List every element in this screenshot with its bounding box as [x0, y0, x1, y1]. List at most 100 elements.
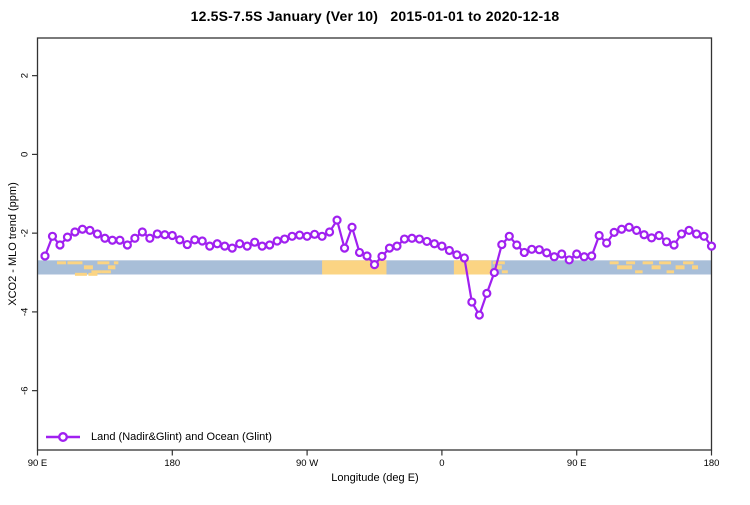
data-point [160, 230, 170, 240]
data-point [100, 233, 110, 243]
x-tick-label: 90 W [296, 458, 318, 469]
data-point [145, 233, 155, 243]
land-speckle [67, 261, 83, 265]
data-point [152, 229, 162, 239]
land-speckle [609, 261, 619, 265]
data-point [624, 222, 634, 232]
data-point [564, 255, 574, 265]
data-point [205, 241, 215, 251]
data-point [40, 251, 50, 261]
data-point [392, 241, 402, 251]
data-point [669, 240, 679, 250]
data-point [684, 225, 694, 235]
x-tick-label: 90 E [567, 458, 587, 469]
land-speckle [74, 272, 87, 276]
data-point [572, 249, 582, 259]
x-tick-label: 180 [164, 458, 180, 469]
y-tick-label: -2 [20, 229, 31, 237]
data-point [459, 253, 469, 263]
data-point [92, 229, 103, 239]
land-speckle [635, 270, 643, 274]
land-speckle [97, 261, 110, 265]
land-speckle [675, 265, 685, 270]
x-axis-label: Longitude (deg E) [331, 472, 419, 484]
data-points [40, 215, 717, 320]
data-point [137, 227, 147, 237]
data-point [661, 237, 672, 247]
data-point [175, 235, 185, 245]
data-point [557, 249, 567, 259]
data-point [369, 260, 380, 270]
land-speckle [88, 272, 98, 276]
y-tick-label: 0 [20, 152, 31, 157]
legend: Land (Nadir&Glint) and Ocean (Glint) [44, 428, 272, 446]
data-point [339, 243, 350, 253]
data-point [384, 243, 395, 253]
data-point [444, 245, 454, 256]
data-point [235, 239, 245, 249]
data-point [47, 231, 58, 241]
y-tick-label: 2 [20, 73, 31, 78]
data-point [295, 230, 305, 240]
data-point [587, 251, 597, 261]
data-point [497, 239, 507, 250]
data-point [467, 297, 477, 307]
data-point [257, 241, 267, 251]
chart-title: 12.5S-7.5S January (Ver 10) 2015-01-01 t… [190, 8, 560, 24]
data-point [699, 231, 709, 241]
land-speckle [683, 261, 694, 265]
land-speckle [113, 261, 119, 265]
data-point [407, 233, 417, 243]
legend-line-marker-icon [46, 432, 80, 442]
data-point [347, 222, 357, 232]
x-tick-label: 90 E [28, 458, 48, 469]
data-point [362, 251, 372, 261]
data-point [227, 243, 237, 253]
land-speckle [666, 270, 675, 274]
data-point [579, 252, 589, 262]
data-point [602, 238, 612, 248]
data-point [317, 231, 327, 241]
data-point [197, 236, 207, 246]
data-point [527, 244, 537, 254]
data-point [482, 288, 492, 298]
data-point [302, 231, 312, 241]
land-speckle [651, 265, 661, 270]
data-point [309, 229, 320, 239]
data-point [242, 241, 252, 251]
land-speckle [501, 270, 508, 274]
data-point [182, 239, 192, 250]
y-axis-label: XCO2 - MLO trend (ppm) [7, 182, 19, 306]
land-segment [453, 260, 492, 275]
land-speckle [626, 261, 636, 265]
y-tick-label: -6 [20, 386, 31, 394]
data-point [617, 224, 627, 234]
data-point [534, 245, 544, 255]
land-speckle [83, 265, 93, 270]
data-point [77, 224, 88, 234]
data-point [654, 230, 664, 241]
data-point [354, 247, 365, 258]
data-point [122, 240, 132, 250]
data-point [220, 241, 230, 251]
data-point [632, 225, 642, 235]
data-point [549, 252, 559, 262]
data-point [190, 235, 200, 245]
data-point [414, 234, 425, 244]
data-point [250, 237, 260, 247]
data-point [115, 235, 125, 245]
data-point [691, 229, 702, 239]
land-speckle [107, 265, 116, 270]
data-point [676, 229, 687, 239]
data-point [85, 225, 95, 235]
data-point [324, 227, 335, 237]
data-point [452, 250, 462, 260]
data-point [212, 239, 222, 249]
legend-label: Land (Nadir&Glint) and Ocean (Glint) [91, 431, 272, 443]
land-speckle [56, 261, 66, 265]
data-point [272, 236, 282, 246]
data-point [130, 233, 140, 243]
data-point [55, 240, 65, 250]
